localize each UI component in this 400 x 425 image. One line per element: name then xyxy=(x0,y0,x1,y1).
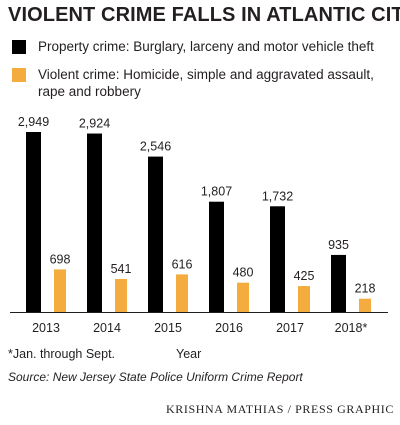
data-label-property: 935 xyxy=(328,238,349,252)
data-label-violent: 480 xyxy=(233,266,254,280)
bar-violent xyxy=(359,298,371,312)
bar-property xyxy=(331,254,346,312)
x-tick-label: 2013 xyxy=(32,321,60,335)
x-tick-label: 2016 xyxy=(215,321,243,335)
graphic-credit: KRISHNA MATHIAS / PRESS GRAPHIC xyxy=(166,402,394,416)
legend-swatch-violent xyxy=(12,68,26,82)
bar-violent xyxy=(115,278,127,312)
bar-violent xyxy=(176,274,188,312)
data-label-violent: 698 xyxy=(50,252,71,266)
x-tick-label: 2018* xyxy=(335,321,368,335)
data-label-property: 2,924 xyxy=(79,117,110,131)
bar-property xyxy=(87,133,102,312)
bar-property xyxy=(270,206,285,312)
data-label-violent: 616 xyxy=(172,257,193,271)
data-label-property: 2,546 xyxy=(140,140,171,154)
data-label-violent: 425 xyxy=(294,269,315,283)
legend-label-property: Property crime: Burglary, larceny and mo… xyxy=(38,39,374,54)
data-label-property: 1,732 xyxy=(262,189,293,203)
bar-chart-plot: 2,949 698 2013 2,924 541 2014 2,546 616 2015 1,80… xyxy=(10,115,388,335)
chart-title: VIOLENT CRIME FALLS IN ATLANTIC CITY xyxy=(8,4,400,26)
data-label-property: 1,807 xyxy=(201,185,232,199)
x-tick-label: 2017 xyxy=(276,321,304,335)
x-tick-label: 2014 xyxy=(93,321,121,335)
bar-property xyxy=(148,156,163,312)
legend-label-violent: Violent crime: Homicide, simple and aggr… xyxy=(38,67,374,99)
source-note: Source: New Jersey State Police Uniform … xyxy=(8,370,303,384)
bar-property xyxy=(209,201,224,312)
x-axis-title: Year xyxy=(176,347,202,361)
bar-property xyxy=(26,132,41,312)
x-tick-label: 2015 xyxy=(154,321,182,335)
legend-swatch-property xyxy=(12,40,26,54)
footnote: *Jan. through Sept. xyxy=(8,347,116,361)
data-label-violent: 541 xyxy=(111,262,132,276)
bar-violent xyxy=(237,282,249,312)
data-label-property: 2,949 xyxy=(18,115,49,129)
bar-violent xyxy=(54,269,66,312)
data-label-violent: 218 xyxy=(355,282,376,296)
bar-violent xyxy=(298,286,310,312)
